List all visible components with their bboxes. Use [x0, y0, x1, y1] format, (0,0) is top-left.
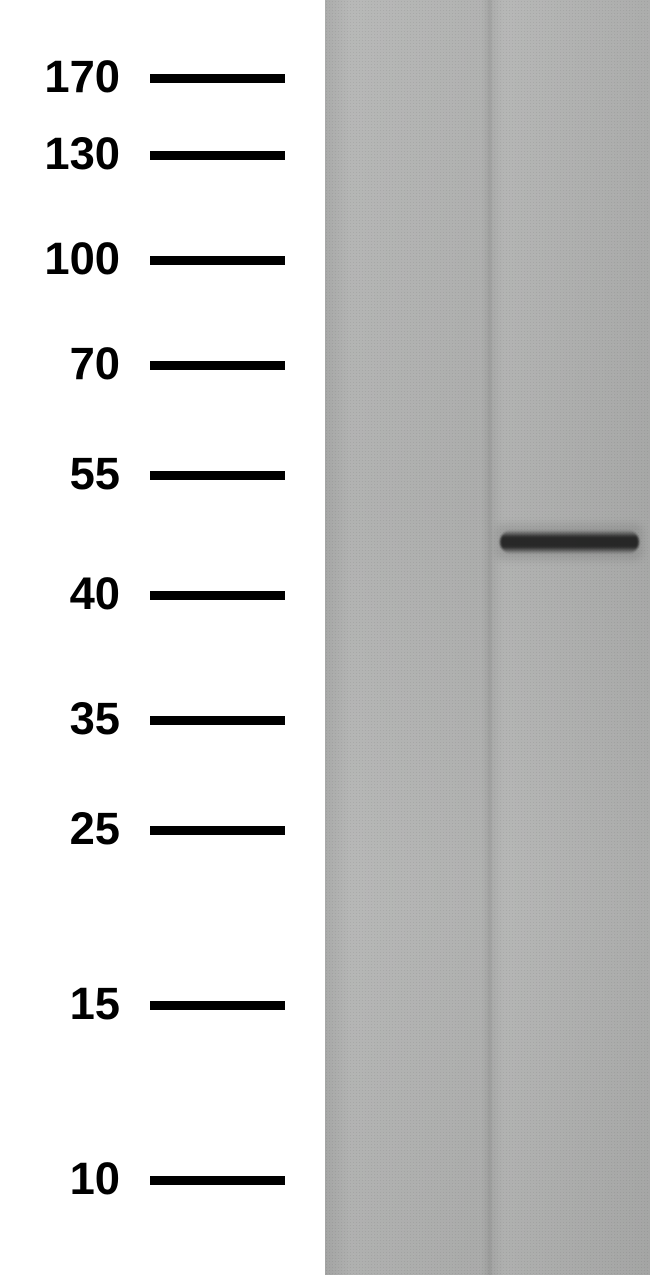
marker-tick — [150, 826, 285, 835]
marker-tick — [150, 716, 285, 725]
marker-tick — [150, 591, 285, 600]
marker-tick — [150, 151, 285, 160]
marker-label: 15 — [10, 978, 120, 1030]
marker-label: 130 — [10, 128, 120, 180]
marker-tick — [150, 361, 285, 370]
membrane-background — [325, 0, 650, 1275]
western-blot-figure: 170 130 100 70 55 40 35 25 15 10 — [0, 0, 650, 1275]
marker-label: 100 — [10, 233, 120, 285]
protein-band-halo — [496, 524, 643, 560]
marker-label: 40 — [10, 568, 120, 620]
marker-label: 10 — [10, 1153, 120, 1205]
marker-label: 70 — [10, 338, 120, 390]
lane-1 — [330, 0, 485, 1275]
marker-label: 35 — [10, 693, 120, 745]
lane-2 — [490, 0, 645, 1275]
marker-label: 170 — [10, 51, 120, 103]
marker-label: 55 — [10, 448, 120, 500]
marker-tick — [150, 1176, 285, 1185]
marker-tick — [150, 471, 285, 480]
marker-tick — [150, 256, 285, 265]
marker-tick — [150, 1001, 285, 1010]
marker-tick — [150, 74, 285, 83]
marker-label: 25 — [10, 803, 120, 855]
